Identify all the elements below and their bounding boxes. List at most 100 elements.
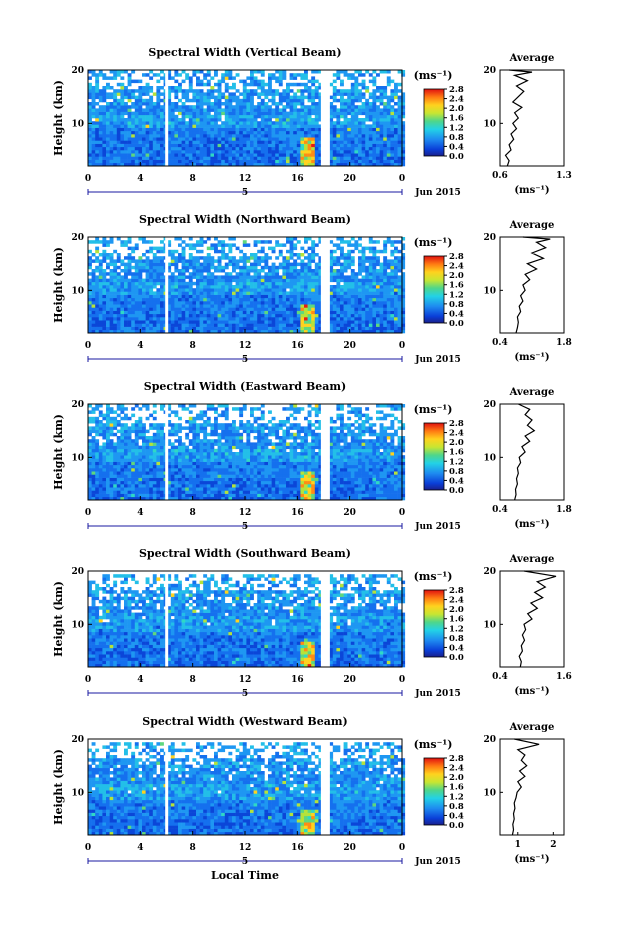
- x-tick-label: 8: [190, 341, 196, 351]
- colorbar-tick-label: 0.4: [449, 643, 464, 653]
- colorbar-tick-label: 2.8: [449, 85, 464, 95]
- x-tick-label: 4: [137, 174, 143, 184]
- data-gap: [320, 70, 330, 166]
- data-gap: [165, 404, 169, 500]
- colorbar: [423, 757, 445, 826]
- y-axis-label: Height (km): [52, 80, 65, 156]
- date-label: Jun 2015: [414, 522, 461, 532]
- avg-frame: [499, 403, 565, 501]
- heatmap-cells: [88, 237, 406, 334]
- heatmap-cells: [88, 70, 406, 167]
- x-tick-label: 0: [85, 508, 91, 518]
- day-label: 5: [242, 522, 248, 532]
- colorbar: [423, 255, 445, 324]
- colorbar-tick-label: 0.0: [449, 486, 464, 496]
- day-label: 5: [242, 355, 248, 365]
- y-tick-label: 20: [71, 400, 84, 410]
- y-tick-label: 20: [71, 735, 84, 745]
- x-tick-label: 12: [239, 174, 252, 184]
- x-tick-label: 0: [399, 174, 405, 184]
- colorbar-tick-label: 2.4: [449, 764, 464, 774]
- panel-4: Spectral Width (Westward Beam)0 4 8 12 16 20 0…: [52, 715, 565, 867]
- x-tick-label: 16: [291, 675, 304, 685]
- colorbar-tick-label: 2.0: [449, 605, 464, 615]
- avg-profile-line: [515, 236, 551, 334]
- data-gap: [320, 404, 330, 500]
- x-tick-label: 8: [190, 174, 196, 184]
- y-tick-label: 10: [71, 453, 84, 463]
- avg-x-label: (ms⁻¹): [514, 686, 549, 697]
- panel-2: Spectral Width (Eastward Beam) 0 4 8 12 16 20 0…: [52, 380, 572, 532]
- colorbar-tick-label: 1.6: [449, 114, 464, 124]
- x-tick-label: 20: [343, 174, 356, 184]
- colorbar-tick-label: 0.0: [449, 152, 464, 162]
- x-tick-label: 0: [85, 675, 91, 685]
- panel-title: Spectral Width (Vertical Beam): [148, 46, 341, 59]
- y-axis-label: Height (km): [52, 247, 65, 323]
- avg-title: Average: [509, 387, 555, 398]
- heatmap-cells: [88, 404, 406, 501]
- colorbar-tick-label: 1.6: [449, 783, 464, 793]
- x-tick-label: 12: [239, 341, 252, 351]
- y-tick-label: 10: [71, 788, 84, 798]
- data-gap: [165, 739, 169, 835]
- x-tick-label: 0: [399, 675, 405, 685]
- y-tick-label: 20: [71, 233, 84, 243]
- avg-y-tick-label: 20: [483, 735, 496, 745]
- colorbar-tick-label: 1.2: [449, 624, 464, 634]
- y-tick-label: 10: [71, 119, 84, 129]
- avg-x-label: (ms⁻¹): [514, 519, 549, 530]
- date-label: Jun 2015: [414, 857, 461, 867]
- panel-1: Spectral Width (Northward Beam) 0 4 8 12 16 20…: [52, 213, 572, 365]
- panel-title: Spectral Width (Southward Beam): [139, 547, 351, 560]
- colorbar-tick-label: 2.8: [449, 419, 464, 429]
- x-tick-label: 12: [239, 843, 252, 853]
- avg-x-tick-label: 1.6: [556, 672, 572, 682]
- colorbar: [423, 88, 445, 157]
- colorbar-unit: (ms⁻¹): [414, 236, 453, 249]
- x-tick-label: 12: [239, 508, 252, 518]
- avg-y-tick-label: 10: [483, 788, 496, 798]
- panel-title: Spectral Width (Westward Beam): [142, 715, 347, 728]
- avg-y-tick-label: 10: [483, 119, 496, 129]
- colorbar-tick-label: 0.8: [449, 133, 464, 143]
- colorbar-tick-label: 0.8: [449, 300, 464, 310]
- colorbar-tick-label: 1.6: [449, 281, 464, 291]
- data-gap: [320, 739, 330, 835]
- x-tick-label: 0: [399, 843, 405, 853]
- colorbar-tick-label: 1.6: [449, 615, 464, 625]
- colorbar-tick-label: 2.0: [449, 438, 464, 448]
- colorbar-tick-label: 1.2: [449, 123, 464, 133]
- x-tick-label: 16: [291, 508, 304, 518]
- avg-title: Average: [509, 220, 555, 231]
- heatmap-cells: [88, 574, 406, 668]
- x-tick-label: 0: [399, 508, 405, 518]
- x-tick-label: 20: [343, 675, 356, 685]
- data-gap: [165, 237, 169, 333]
- avg-y-tick-label: 20: [483, 66, 496, 76]
- colorbar-tick-label: 0.0: [449, 319, 464, 329]
- data-gap: [165, 70, 169, 166]
- avg-x-tick-label: 0.4: [492, 505, 508, 515]
- avg-x-label: (ms⁻¹): [514, 185, 549, 196]
- avg-x-tick-label: 1: [515, 840, 521, 850]
- panel-title: Spectral Width (Eastward Beam): [144, 380, 346, 393]
- colorbar-tick-label: 0.4: [449, 476, 464, 486]
- date-label: Jun 2015: [414, 355, 461, 365]
- avg-y-tick-label: 10: [483, 453, 496, 463]
- colorbar-unit: (ms⁻¹): [414, 570, 453, 583]
- avg-profile-line: [518, 570, 557, 668]
- colorbar-tick-label: 0.0: [449, 653, 464, 663]
- x-tick-label: 4: [137, 675, 143, 685]
- x-tick-label: 4: [137, 843, 143, 853]
- data-gap: [320, 237, 330, 333]
- x-tick-label: 16: [291, 174, 304, 184]
- panel-title: Spectral Width (Northward Beam): [139, 213, 351, 226]
- avg-y-tick-label: 20: [483, 400, 496, 410]
- avg-x-tick-label: 1.8: [556, 505, 572, 515]
- x-tick-label: 12: [239, 675, 252, 685]
- y-axis-label: Height (km): [52, 581, 65, 657]
- avg-profile-line: [511, 738, 540, 836]
- avg-x-tick-label: 0.6: [492, 171, 508, 181]
- y-axis-label: Height (km): [52, 414, 65, 490]
